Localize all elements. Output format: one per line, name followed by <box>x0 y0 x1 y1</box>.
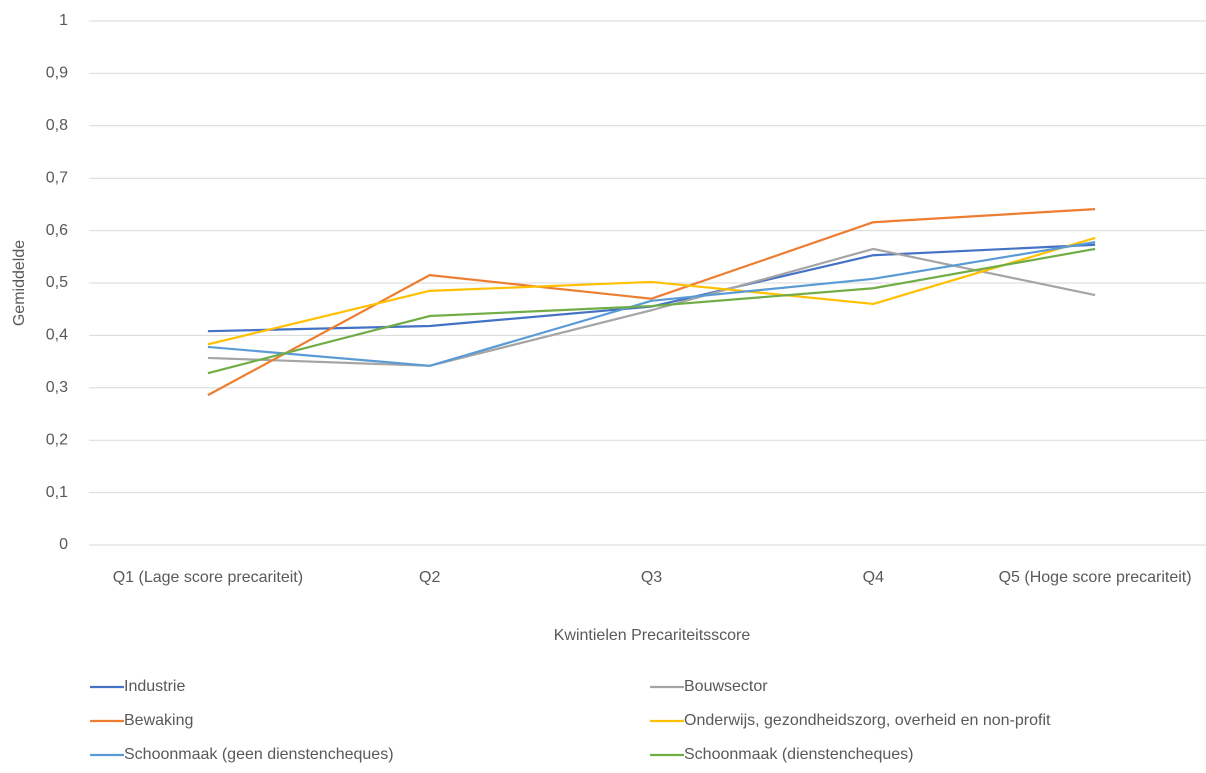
y-tick-label: 0,1 <box>46 484 68 501</box>
legend-label: Onderwijs, gezondheidszorg, overheid en … <box>684 712 1051 729</box>
x-tick-label: Q4 <box>862 569 884 586</box>
series-line <box>207 241 1096 367</box>
y-tick-label: 0,5 <box>46 274 68 291</box>
y-tick-label: 0,9 <box>46 65 68 82</box>
y-tick-label: 0,2 <box>46 431 68 448</box>
x-tick-label: Q5 (Hoge score precariteit) <box>998 569 1192 586</box>
y-tick-label: 0,7 <box>46 169 68 186</box>
legend-label: Schoonmaak (dienstencheques) <box>684 746 913 763</box>
y-tick-label: 1 <box>59 12 68 29</box>
series-line <box>207 236 1096 346</box>
x-tick-label: Q3 <box>640 569 663 586</box>
x-tick-label: Q2 <box>419 569 441 586</box>
legend-label: Industrie <box>124 678 185 695</box>
legend-label: Bewaking <box>124 712 193 729</box>
series-line <box>207 243 1096 333</box>
y-tick-label: 0 <box>59 536 68 553</box>
series-line <box>207 247 1096 375</box>
legend-label: Bouwsector <box>684 678 768 695</box>
y-tick-label: 0,8 <box>46 117 68 134</box>
legend-label: Schoonmaak (geen dienstencheques) <box>124 746 394 763</box>
x-tick-label: Q1 (Lage score precariteit) <box>112 569 304 586</box>
y-axis-title: Gemiddelde <box>11 240 28 326</box>
x-axis-title: Kwintielen Precariteitsscore <box>554 627 751 644</box>
y-tick-label: 0,3 <box>46 379 68 396</box>
y-tick-label: 0,4 <box>46 327 68 344</box>
y-tick-label: 0,6 <box>46 222 68 239</box>
series-line <box>207 247 1096 367</box>
series-line <box>207 208 1096 397</box>
